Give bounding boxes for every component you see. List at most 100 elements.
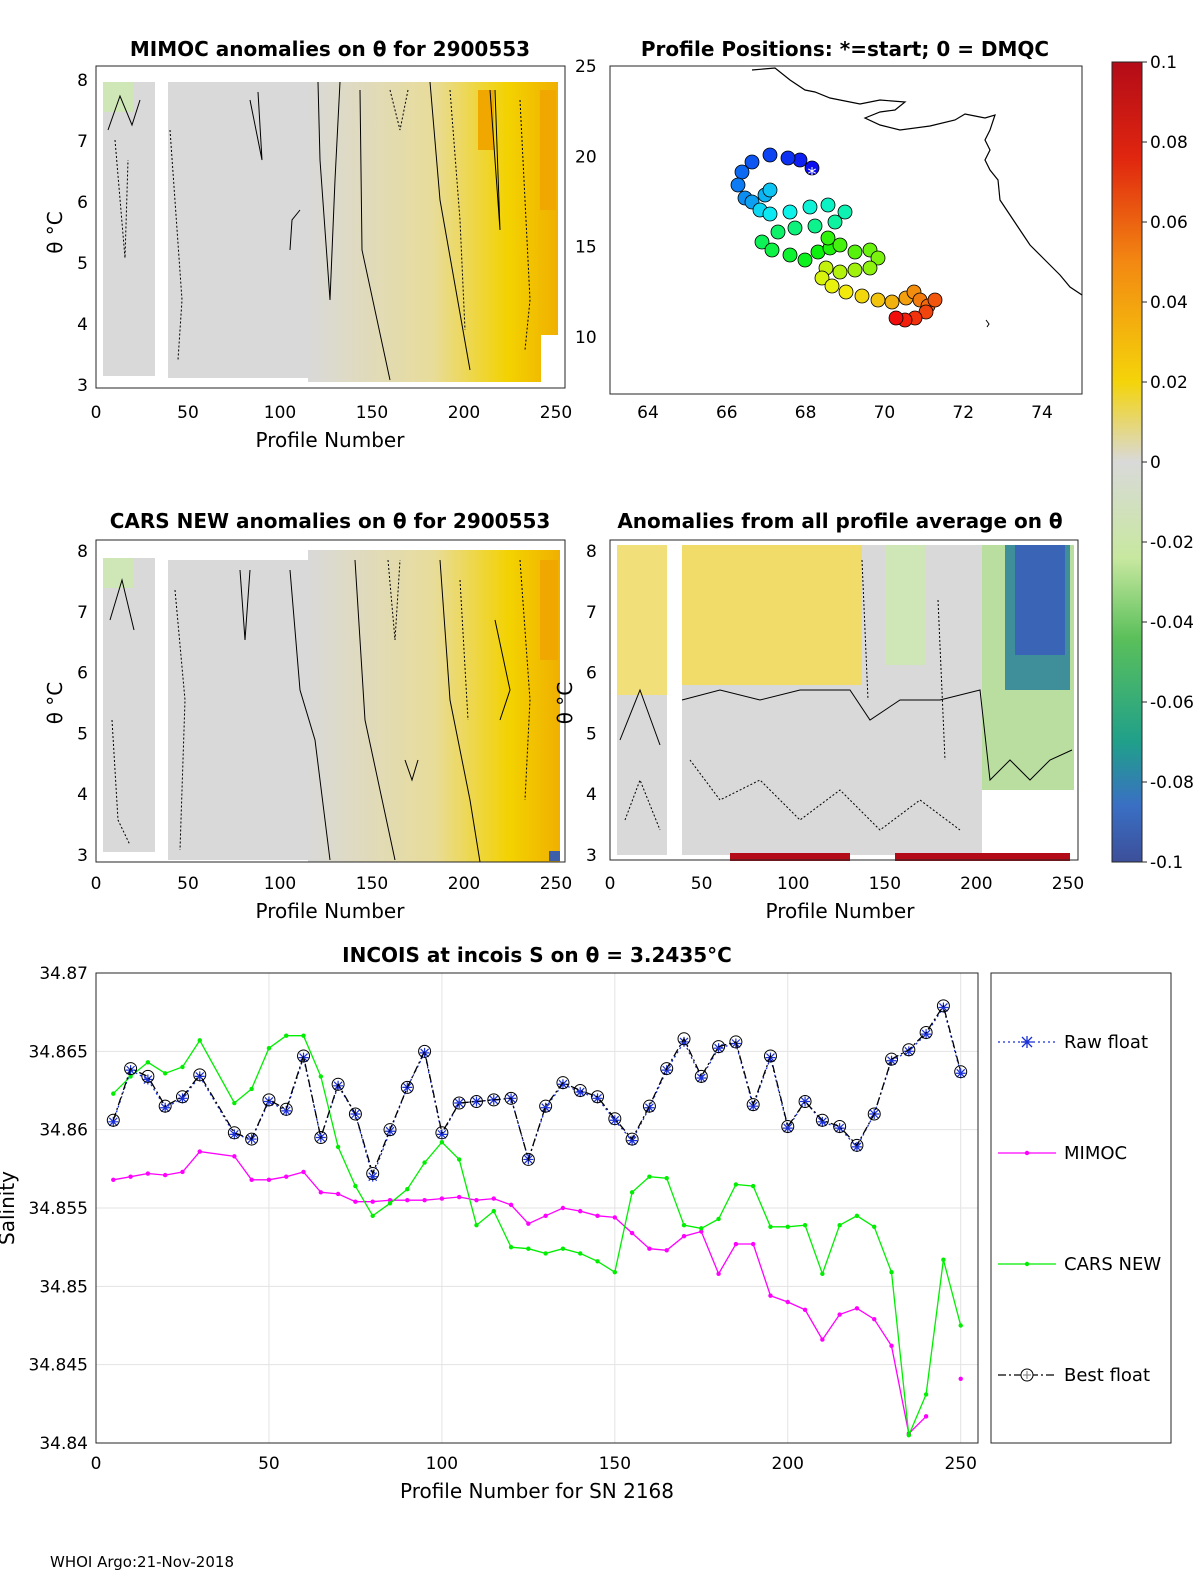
data-point (145, 1060, 151, 1065)
cars-panel (95, 539, 566, 863)
legend-label: MIMOC (1064, 1143, 1127, 1164)
track-point (797, 252, 813, 268)
track-point (838, 284, 854, 300)
data-point (111, 1091, 116, 1096)
track-point (870, 292, 886, 308)
data-point (456, 1157, 462, 1162)
cars-field-blue-corner (549, 851, 560, 861)
data-point (539, 1099, 553, 1113)
data-point (817, 1116, 828, 1127)
data-point (348, 1107, 362, 1121)
data-point (106, 1113, 120, 1127)
data-point (405, 1187, 410, 1192)
legend-entry: MIMOC (998, 1143, 1127, 1164)
mimoc-contour-dotted (114, 89, 531, 361)
data-point (160, 1102, 171, 1113)
data-point (194, 1071, 205, 1082)
data-point (452, 1096, 466, 1110)
data-point (833, 1120, 847, 1134)
mimoc-xlabel: Profile Number (256, 428, 406, 452)
colorbar-tick-label: 0.06 (1150, 213, 1188, 233)
data-point (958, 1376, 963, 1381)
track-start-marker: * (808, 164, 817, 185)
data-point (802, 1307, 808, 1313)
data-point (314, 1131, 328, 1144)
mimoc-panel (95, 65, 566, 389)
x-tick-label: 100 (426, 1454, 458, 1474)
colorbar-ticks: 0.1 0.08 0.06 0.04 0.02 0 -0.02 -0.04 -0.06 -0.08… (1142, 53, 1194, 873)
map-xtick: 66 (716, 403, 738, 423)
avg-field-a-warm (617, 545, 667, 695)
cars-ylabel: θ °C (43, 682, 67, 725)
line-chart-ylabel: Salinity (0, 1171, 19, 1245)
data-point (851, 1141, 862, 1152)
avg-xtick: 150 (869, 874, 901, 894)
data-point (197, 1149, 202, 1154)
data-point (768, 1293, 773, 1298)
data-point (301, 1169, 306, 1175)
track-point (782, 247, 798, 263)
data-point (521, 1152, 535, 1166)
data-point (681, 1234, 687, 1239)
avg-contour-solid (619, 688, 1073, 782)
map-ytick: 25 (575, 57, 597, 77)
data-point (370, 1199, 375, 1204)
y-tick-label: 34.865 (29, 1042, 88, 1062)
footer-credit: WHOI Argo:21-Nov-2018 (50, 1553, 234, 1571)
track-point (927, 292, 943, 308)
track-point (787, 220, 803, 236)
colorbar-tick-label: -0.02 (1150, 533, 1194, 553)
colorbar-tick-label: -0.06 (1150, 693, 1194, 713)
data-point (281, 1105, 292, 1116)
data-point (128, 1074, 133, 1079)
data-point (422, 1160, 427, 1165)
data-point (699, 1229, 704, 1234)
map-xtick: 64 (637, 403, 659, 423)
data-point (366, 1167, 380, 1181)
float-track: * (730, 147, 943, 328)
track-point (832, 264, 848, 280)
data-point (177, 1093, 188, 1104)
mimoc-xtick: 0 (91, 403, 102, 423)
data-point (729, 1035, 743, 1049)
avg-bottom-red-1 (730, 853, 850, 861)
data-point (560, 1205, 566, 1211)
data-point (629, 1230, 635, 1236)
track-point (847, 262, 863, 278)
mimoc-field-green-patch (103, 82, 133, 112)
data-point (850, 1138, 864, 1152)
data-point (644, 1102, 655, 1113)
colorbar-tick-label: 0.04 (1150, 293, 1188, 313)
colorbar: 0.1 0.08 0.06 0.04 0.02 0 -0.02 -0.04 -0.06 -0.08… (1111, 53, 1194, 873)
track-point (870, 250, 886, 266)
track-point (734, 164, 750, 180)
data-point (958, 1323, 963, 1328)
map-panel: * (609, 65, 1083, 395)
data-point (906, 1432, 912, 1438)
data-point (854, 1306, 860, 1311)
mimoc-ytick: 4 (77, 315, 88, 335)
line-chart-xlabel: Profile Number for SN 2168 (400, 1479, 674, 1503)
data-point (301, 1033, 306, 1038)
data-point (677, 1032, 691, 1046)
cars-xtick: 150 (356, 874, 388, 894)
x-tick-label: 200 (772, 1454, 804, 1474)
data-point (629, 1190, 635, 1195)
data-point (820, 1271, 825, 1277)
island (985, 319, 990, 328)
data-point (886, 1055, 897, 1066)
track-point (744, 154, 760, 170)
avg-ytick: 6 (586, 664, 597, 684)
mimoc-field-a (103, 82, 155, 376)
data-point (578, 1251, 583, 1256)
avg-ytick: 7 (586, 603, 597, 623)
data-point (923, 1414, 929, 1419)
data-point (664, 1176, 669, 1181)
data-point (227, 1126, 241, 1140)
data-point (232, 1154, 237, 1159)
line-chart-title: INCOIS at incois S on θ = 3.2435°C (342, 943, 732, 967)
track-point (762, 147, 778, 163)
track-point (814, 270, 830, 286)
data-point (647, 1246, 652, 1251)
data-point (454, 1098, 465, 1109)
